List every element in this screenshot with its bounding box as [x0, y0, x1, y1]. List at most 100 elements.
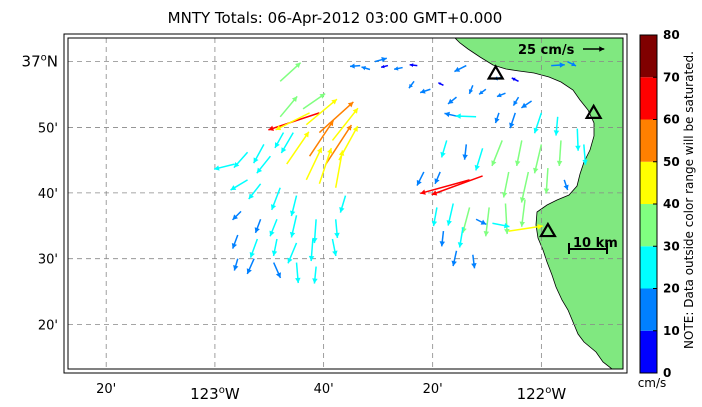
reference-arrow: 25 cm/s	[518, 43, 605, 58]
current-vector	[478, 88, 487, 95]
current-vector	[331, 238, 338, 257]
current-vectors	[213, 56, 588, 284]
current-vector	[514, 140, 523, 167]
scale-bar: 10 km	[568, 236, 618, 254]
current-vector	[308, 238, 315, 262]
current-vector	[468, 85, 474, 95]
current-vector	[231, 210, 242, 221]
current-vector	[455, 113, 477, 119]
current-vector	[280, 132, 294, 154]
current-vector	[270, 187, 281, 211]
current-vector	[563, 179, 569, 191]
x-tick-label: 123oW	[190, 385, 240, 403]
current-vector	[483, 207, 490, 237]
current-vector	[533, 144, 543, 174]
current-vector	[295, 262, 301, 284]
radar-stations	[486, 64, 603, 238]
current-vector	[471, 254, 477, 269]
current-vector	[308, 120, 335, 157]
current-vector	[302, 93, 326, 110]
outer-frame	[63, 33, 628, 374]
colorbar-tick-label: 30	[663, 239, 680, 253]
current-vector	[249, 238, 259, 258]
y-tick-label: 20'	[38, 318, 58, 333]
x-tick-label: 20'	[96, 382, 116, 397]
current-vector	[287, 242, 298, 264]
current-vector	[213, 163, 235, 171]
colorbar-segment	[640, 204, 657, 247]
current-vector	[269, 218, 278, 237]
current-vector	[325, 124, 353, 165]
current-vector	[272, 262, 282, 279]
colorbar-segment	[640, 77, 657, 120]
current-vector	[256, 155, 271, 174]
current-vector	[233, 258, 239, 271]
colorbar-tick-label: 60	[663, 113, 680, 127]
current-vector	[504, 203, 510, 235]
current-vector	[454, 64, 467, 73]
land-area	[454, 38, 623, 369]
current-vector	[409, 63, 418, 68]
colorbar-unit: cm/s	[638, 376, 667, 390]
current-vector	[233, 151, 249, 169]
x-axis-ticks: 20' 123oW 40' 20' 122oW	[96, 382, 566, 403]
map-frame	[63, 33, 628, 374]
current-vector	[575, 128, 581, 151]
current-vector	[434, 171, 441, 185]
current-vector	[312, 266, 318, 284]
current-vector	[519, 171, 530, 203]
current-vector	[374, 56, 387, 63]
current-vector	[318, 101, 354, 134]
current-vector	[447, 96, 457, 105]
current-vector	[474, 148, 484, 171]
current-vector	[253, 144, 265, 164]
current-vector	[511, 77, 519, 83]
current-vector	[501, 171, 510, 198]
reference-arrow-label: 25 cm/s	[518, 43, 575, 58]
current-vector	[408, 80, 415, 89]
current-vector	[254, 218, 262, 234]
current-vector	[440, 140, 448, 158]
colorbar-segment	[640, 161, 657, 204]
current-vector	[419, 88, 431, 94]
current-vector	[393, 66, 403, 71]
current-vector	[509, 112, 516, 129]
current-vector	[230, 179, 248, 191]
y-tick-label: 37oN	[22, 53, 58, 71]
current-vector	[431, 175, 483, 196]
colorbar-segment	[640, 246, 657, 289]
inner-frame	[67, 37, 624, 370]
current-vector	[462, 144, 468, 160]
colorbar: 0 10 20 30 40 50 60 70 80	[639, 28, 680, 380]
x-tick-label: 40'	[314, 382, 334, 397]
reference-arrow-mark	[583, 46, 605, 52]
current-vector	[439, 231, 446, 247]
colorbar-tick-label: 20	[663, 282, 680, 296]
current-vector	[420, 179, 470, 195]
current-vector	[556, 140, 563, 167]
current-vector	[231, 234, 239, 249]
current-vector	[279, 62, 302, 82]
station-marker	[584, 103, 603, 119]
current-vector	[416, 171, 425, 186]
station-marker	[538, 221, 557, 238]
colorbar-segment	[640, 35, 657, 78]
current-vector	[431, 207, 438, 227]
current-vector	[305, 98, 338, 126]
current-vector	[496, 92, 506, 98]
colorbar-segment	[640, 119, 657, 162]
current-vector	[512, 96, 520, 106]
current-vector	[519, 199, 526, 227]
current-vector	[289, 195, 298, 217]
current-vector	[246, 258, 255, 275]
current-vector	[318, 147, 333, 185]
coastline-land	[454, 38, 623, 369]
current-vector	[520, 100, 533, 109]
current-vector	[567, 60, 577, 67]
current-vector	[334, 219, 340, 239]
current-vector	[339, 195, 347, 213]
current-vector	[492, 222, 510, 229]
station-marker	[486, 64, 505, 80]
current-vector	[331, 107, 359, 141]
y-tick-label: 30'	[38, 253, 58, 268]
